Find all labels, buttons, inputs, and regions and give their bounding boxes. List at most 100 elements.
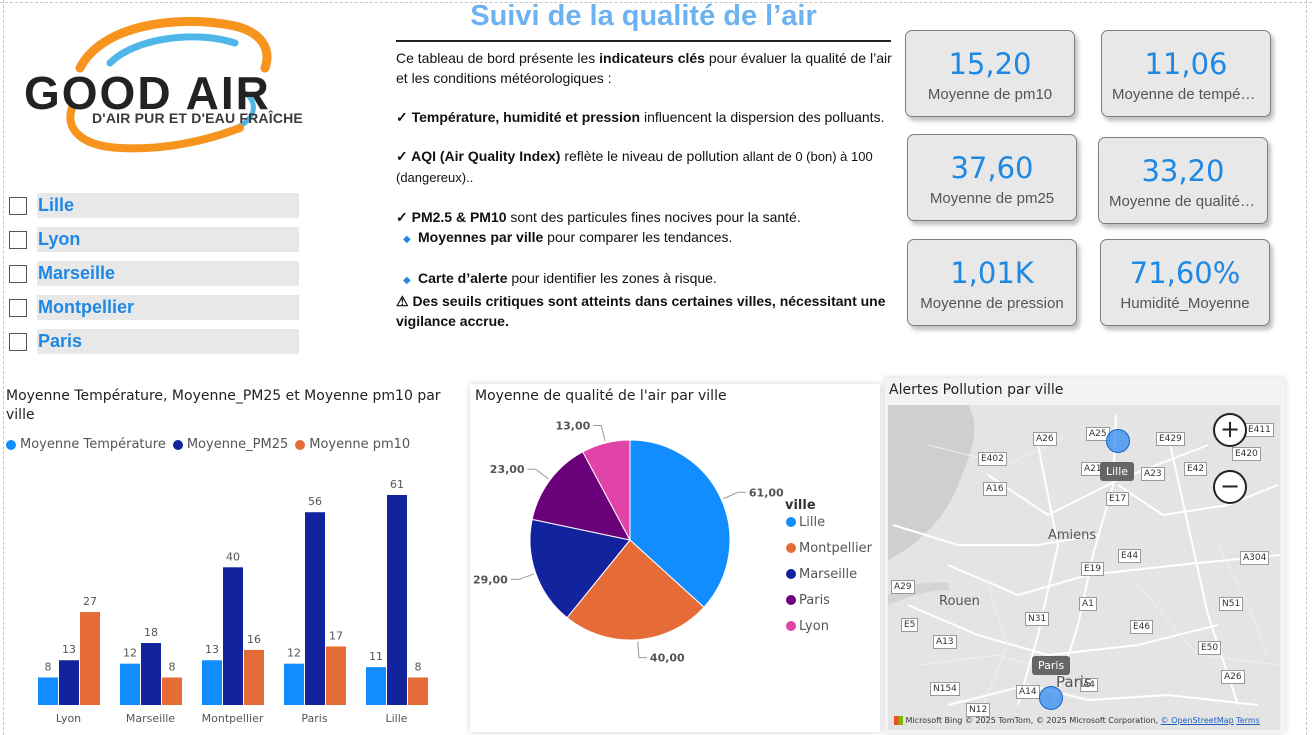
kpi-card-humidity[interactable]: 71,60% Humidité_Moyenne xyxy=(1100,239,1270,326)
kpi-card-pm25[interactable]: 37,60 Moyenne de pm25 xyxy=(907,134,1077,221)
bar[interactable] xyxy=(366,667,386,705)
map-canvas[interactable]: A26 A25 E429 E411 E402 A21 A23 E42 E420 … xyxy=(888,405,1280,730)
bar-value-label: 13 xyxy=(205,643,219,656)
place-label-paris: Paris xyxy=(1056,673,1092,691)
pie-leader-line xyxy=(510,573,535,580)
road-label: A4 xyxy=(1080,678,1098,692)
pie-leader-line xyxy=(593,425,606,442)
road-label: E17 xyxy=(1106,492,1130,506)
road-label: A21 xyxy=(1081,462,1105,476)
legend-item-pm25[interactable]: Moyenne_PM25 xyxy=(172,437,289,452)
kpi-value: 1,01K xyxy=(950,256,1034,290)
desc-text: pour évaluer la qualité de l’air et les … xyxy=(396,50,892,86)
map-marker-lille[interactable] xyxy=(1106,429,1130,453)
road-label: E5 xyxy=(901,618,919,632)
legend-label: Moyenne Température xyxy=(20,437,166,452)
pie-data-label: 23,00 xyxy=(490,463,525,476)
bar[interactable] xyxy=(223,567,243,705)
bar[interactable] xyxy=(326,646,346,705)
pie-chart-title: Moyenne de qualité de l'air par ville xyxy=(475,388,727,404)
slicer-item-label[interactable]: Paris xyxy=(37,329,299,354)
legend-dot-icon xyxy=(172,439,183,450)
bar-value-label: 8 xyxy=(169,660,176,673)
pie-legend-label[interactable]: Lyon xyxy=(799,619,829,634)
bar[interactable] xyxy=(38,677,58,705)
logo-wordmark: GOOD AIR xyxy=(24,67,271,119)
slicer-item-label[interactable]: Lyon xyxy=(37,227,299,252)
kpi-value: 15,20 xyxy=(948,47,1032,81)
road-label: A26 xyxy=(1033,432,1057,446)
osm-link[interactable]: © OpenStreetMap xyxy=(1160,716,1234,725)
bar-value-label: 11 xyxy=(369,650,383,663)
bar[interactable] xyxy=(202,660,222,705)
pie-slice[interactable] xyxy=(529,518,631,619)
kpi-card-pm10[interactable]: 15,20 Moyenne de pm10 xyxy=(905,30,1075,117)
desc-text: pour identifier les zones à risque. xyxy=(507,270,717,286)
desc-text: allant de 0 (bon) à 100 (dangereux).. xyxy=(396,149,873,185)
bar[interactable] xyxy=(244,649,264,705)
terms-link[interactable]: Terms xyxy=(1236,716,1260,725)
city-slicer: Lille Lyon Marseille Montpellier Paris xyxy=(9,193,299,363)
bar[interactable] xyxy=(80,612,100,705)
bar[interactable] xyxy=(408,677,428,705)
kpi-card-temperature[interactable]: 11,06 Moyenne de température xyxy=(1101,30,1271,117)
desc-bold: Carte d’alerte xyxy=(418,270,508,286)
pie-legend-label[interactable]: Montpellier xyxy=(799,541,873,556)
attribution-text: © 2025 TomTom, © 2025 Microsoft Corporat… xyxy=(964,716,1161,725)
road-label: E402 xyxy=(978,452,1007,466)
slicer-item-label[interactable]: Marseille xyxy=(37,261,299,286)
pie-slice[interactable] xyxy=(582,439,631,541)
pie-slice[interactable] xyxy=(629,439,731,608)
legend-item-pm10[interactable]: Moyenne pm10 xyxy=(295,437,410,452)
kpi-card-pressure[interactable]: 1,01K Moyenne de pression xyxy=(907,239,1077,326)
bar-chart[interactable]: 8 13 27 Lyon 12 18 8 Marseille 13 40 16 Montpellier… xyxy=(0,460,460,735)
slicer-item-label[interactable]: Lille xyxy=(37,193,299,218)
legend-dot-icon xyxy=(786,595,796,605)
slicer-item-marseille[interactable]: Marseille xyxy=(9,261,299,286)
bar[interactable] xyxy=(284,663,304,705)
bar[interactable] xyxy=(387,495,407,705)
bar-value-label: 13 xyxy=(62,643,76,656)
zoom-out-button[interactable]: − xyxy=(1213,470,1247,504)
bar[interactable] xyxy=(120,663,140,705)
checkbox[interactable] xyxy=(9,196,27,215)
slicer-item-montpellier[interactable]: Montpellier xyxy=(9,295,299,320)
slicer-item-paris[interactable]: Paris xyxy=(9,329,299,354)
bar-chart-legend: Moyenne Température Moyenne_PM25 Moyenne… xyxy=(6,437,410,452)
road-label: E46 xyxy=(1130,620,1154,634)
map-marker-paris[interactable] xyxy=(1039,686,1063,710)
kpi-card-air-quality[interactable]: 33,20 Moyenne de qualité de l'air xyxy=(1098,137,1268,224)
pie-legend-label[interactable]: Lille xyxy=(799,515,825,530)
desc-bold: ✓ PM2.5 & PM10 xyxy=(396,209,507,225)
pie-legend-label[interactable]: Paris xyxy=(799,593,830,608)
bar[interactable] xyxy=(141,643,161,705)
checkbox[interactable] xyxy=(9,230,27,249)
slicer-item-lille[interactable]: Lille xyxy=(9,193,299,218)
checkbox[interactable] xyxy=(9,332,27,351)
pie-legend-label[interactable]: Marseille xyxy=(799,567,857,582)
legend-item-temperature[interactable]: Moyenne Température xyxy=(6,437,166,452)
slicer-item-lyon[interactable]: Lyon xyxy=(9,227,299,252)
dashboard-description: Ce tableau de bord présente les indicate… xyxy=(396,48,896,350)
zoom-in-button[interactable]: + xyxy=(1213,413,1247,447)
slicer-item-label[interactable]: Montpellier xyxy=(37,295,299,320)
bar[interactable] xyxy=(305,512,325,705)
legend-label: Moyenne_PM25 xyxy=(186,437,289,452)
bar[interactable] xyxy=(162,677,182,705)
road-label: N12 xyxy=(966,703,991,717)
kpi-label: Moyenne de pm25 xyxy=(929,190,1055,207)
legend-dot-icon xyxy=(295,439,306,450)
bar-value-label: 12 xyxy=(287,647,301,660)
pie-slice[interactable] xyxy=(566,539,705,641)
pie-chart[interactable]: 61,00 40,00 29,00 23,00 13,00 ville Lille Montp… xyxy=(470,414,880,732)
checkbox[interactable] xyxy=(9,264,27,283)
bar-chart-title: Moyenne Température, Moyenne_PM25 et Moy… xyxy=(6,388,441,423)
road-label: A13 xyxy=(933,635,957,649)
checkbox[interactable] xyxy=(9,298,27,317)
x-tick-label: Lyon xyxy=(56,712,81,725)
road-label: E50 xyxy=(1198,641,1222,655)
bar[interactable] xyxy=(59,660,79,705)
desc-bold: ✓ Température, humidité et pression xyxy=(396,109,641,125)
pie-slice[interactable] xyxy=(531,451,631,541)
road-label: A1 xyxy=(1079,597,1097,611)
